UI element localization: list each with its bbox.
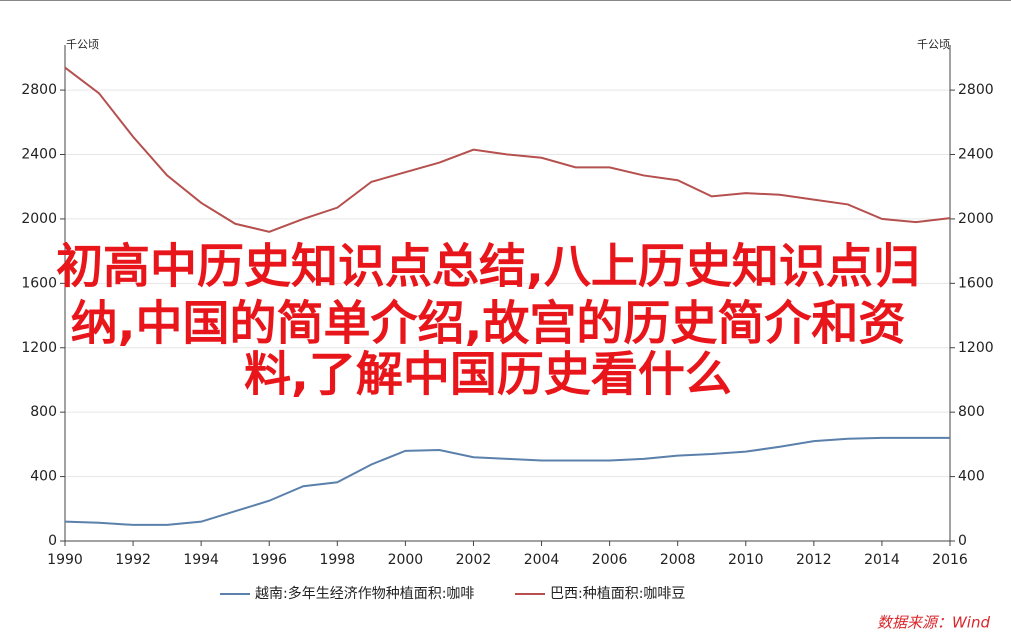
y2-tick-label: 0 — [958, 533, 967, 549]
y2-tick-label: 400 — [958, 469, 985, 485]
legend-label: 越南:多年生经济作物种植面积:咖啡 — [255, 585, 474, 602]
x-tick-label: 2002 — [456, 552, 492, 568]
overlay-text: 纳,中国的简单介绍,故宫的历史简介和资 — [71, 297, 906, 352]
x-tick-label: 1998 — [319, 552, 355, 568]
y-tick-label: 1600 — [21, 275, 57, 291]
x-tick-label: 1990 — [47, 552, 83, 568]
x-tick-label: 2004 — [524, 552, 560, 568]
y2-tick-label: 1200 — [958, 340, 994, 356]
line-series — [64, 66, 951, 233]
x-tick-label: 2016 — [932, 552, 968, 568]
x-tick-label: 2006 — [592, 552, 628, 568]
x-tick-label: 2008 — [660, 552, 696, 568]
x-tick-label: 1994 — [183, 552, 219, 568]
y-tick-label: 2000 — [21, 211, 57, 227]
y-tick-label: 400 — [30, 469, 57, 485]
y-tick-label: 0 — [48, 533, 57, 549]
y2-tick-label: 2800 — [958, 82, 994, 98]
y2-tick-label: 2000 — [958, 211, 994, 227]
line-series — [64, 436, 950, 526]
x-tick-label: 1992 — [115, 552, 151, 568]
legend-label: 巴西:种植面积:咖啡豆 — [550, 586, 685, 602]
source: 数据来源：Wind — [877, 614, 991, 632]
y2-tick-label: 800 — [958, 404, 985, 420]
x-tick-label: 1996 — [251, 552, 287, 568]
y-tick-label: 2800 — [21, 82, 57, 98]
y2-tick-label: 2400 — [958, 147, 994, 163]
x-tick-label: 2000 — [388, 552, 424, 568]
x-tick-label: 2012 — [796, 552, 832, 568]
overlay-text: 料,了解中国历史看什么 — [244, 348, 732, 403]
y-tick-label: 800 — [30, 404, 57, 420]
y-tick-label: 1200 — [21, 340, 57, 356]
y2-unit: 千公顷 — [917, 38, 950, 51]
x-tick-label: 2010 — [728, 552, 764, 568]
x-tick-label: 2014 — [864, 552, 900, 568]
y2-tick-label: 1600 — [958, 275, 994, 291]
y-tick-label: 2400 — [21, 147, 57, 163]
overlay-text: 初高中历史知识点总结,八上历史知识点归 — [56, 240, 920, 295]
y-unit: 千公顷 — [66, 38, 99, 51]
